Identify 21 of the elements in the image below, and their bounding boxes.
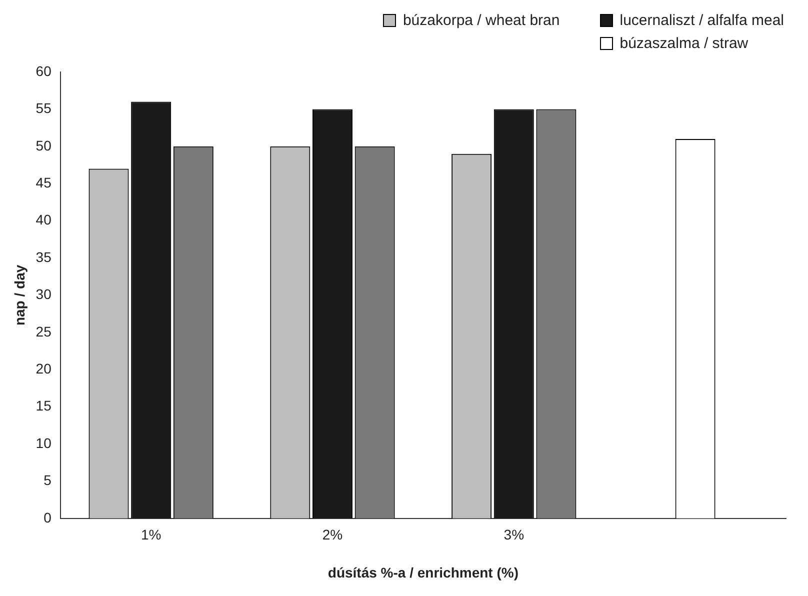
y-tick-label: 30 [36, 286, 52, 302]
x-tick-label: 2% [322, 526, 343, 543]
y-axis-title: nap / day [11, 264, 28, 326]
y-tick-label: 35 [36, 248, 52, 265]
y-tick-label: 50 [36, 137, 52, 154]
y-tick-label: 55 [36, 100, 52, 116]
y-tick-label: 10 [36, 434, 52, 451]
y-tick-label: 25 [36, 323, 52, 340]
y-tick-label: 0 [44, 509, 52, 526]
y-tick-label: 20 [36, 360, 52, 376]
x-axis-title: dúsítás %-a / enrichment (%) [328, 564, 518, 580]
legend-label: búzakorpa / wheat bran [402, 12, 560, 29]
y-tick-label: 40 [36, 212, 52, 228]
y-tick-label: 45 [36, 174, 52, 190]
y-tick-label: 5 [44, 472, 52, 488]
legend-label: lucernaliszt / alfalfa meal [620, 12, 784, 29]
y-tick-label: 15 [36, 398, 52, 414]
x-tick-label: 1% [140, 526, 162, 543]
legend-label: búzaszalma / straw [620, 35, 748, 52]
y-tick-label: 60 [36, 62, 52, 79]
x-tick-label: 3% [504, 526, 524, 543]
